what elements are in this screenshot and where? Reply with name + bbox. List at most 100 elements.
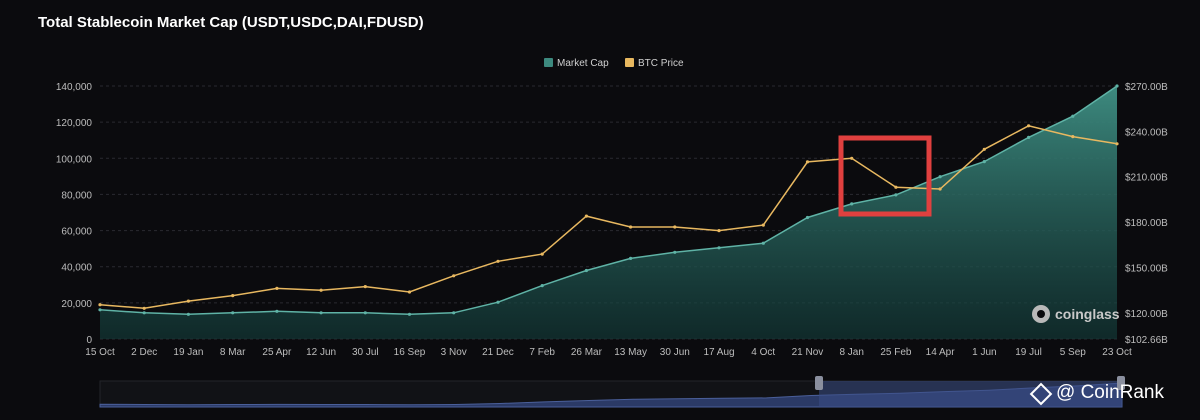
btc-price-point xyxy=(894,185,898,189)
y-right-tick-label: $102.66B xyxy=(1125,335,1168,346)
coinglass-watermark: coinglass xyxy=(1032,305,1120,323)
btc-price-point xyxy=(761,223,765,227)
navigator-handle[interactable] xyxy=(815,376,823,390)
market-cap-point xyxy=(717,246,721,250)
market-cap-point xyxy=(1071,114,1075,118)
y-left-tick-label: 20,000 xyxy=(61,299,92,310)
btc-price-point xyxy=(540,252,544,256)
btc-price-point xyxy=(319,288,323,292)
market-cap-point xyxy=(363,311,367,315)
market-cap-point xyxy=(319,311,323,315)
btc-price-point xyxy=(496,259,500,263)
x-tick-label: 17 Aug xyxy=(703,347,734,358)
x-tick-label: 25 Apr xyxy=(262,347,292,358)
market-cap-point xyxy=(186,312,190,316)
navigator-handle[interactable] xyxy=(1117,376,1125,390)
x-tick-label: 2 Dec xyxy=(131,347,157,358)
y-left-tick-label: 80,000 xyxy=(61,190,92,201)
market-cap-point xyxy=(938,175,942,179)
x-tick-label: 16 Sep xyxy=(394,347,426,358)
btc-price-point xyxy=(717,229,721,233)
x-tick-label: 3 Nov xyxy=(441,347,467,358)
y-axis-right: $102.66B $120.00B $150.00B $180.00B $210.00B… xyxy=(1125,82,1168,346)
legend-label: BTC Price xyxy=(638,58,684,69)
legend-label: Market Cap xyxy=(557,58,609,69)
y-right-tick-label: $210.00B xyxy=(1125,173,1168,184)
market-cap-point xyxy=(850,202,854,206)
highlight-box xyxy=(838,135,932,217)
range-navigator xyxy=(99,376,1125,408)
y-right-tick-label: $150.00B xyxy=(1125,263,1168,274)
btc-price-point xyxy=(231,294,235,298)
x-tick-label: 1 Jun xyxy=(972,347,996,358)
coinrank-brand: @ CoinRank xyxy=(1030,382,1164,404)
btc-price-point xyxy=(186,299,190,303)
coinglass-logo-icon xyxy=(1032,305,1050,323)
market-cap-point xyxy=(98,308,102,312)
y-right-tick-label: $240.00B xyxy=(1125,127,1168,138)
market-cap-point xyxy=(629,256,633,260)
x-tick-label: 4 Oct xyxy=(751,347,775,358)
btc-price-point xyxy=(805,160,810,164)
x-tick-label: 19 Jul xyxy=(1015,347,1042,358)
market-cap-point xyxy=(452,311,456,315)
x-tick-label: 21 Nov xyxy=(792,347,824,358)
x-tick-label: 23 Oct xyxy=(1102,347,1132,358)
highlight-rectangle xyxy=(838,135,932,217)
x-tick-label: 15 Oct xyxy=(85,347,115,358)
series-layer xyxy=(98,84,1119,339)
x-tick-label: 14 Apr xyxy=(926,347,956,358)
market-cap-point xyxy=(540,284,544,288)
btc-price-point xyxy=(1071,135,1075,139)
x-tick-label: 25 Feb xyxy=(880,347,912,358)
btc-price-line xyxy=(99,125,1118,310)
btc-price-point xyxy=(98,303,102,307)
market-cap-point xyxy=(805,215,810,220)
btc-price-point xyxy=(850,156,854,160)
btc-price-point xyxy=(584,214,589,218)
x-tick-label: 21 Dec xyxy=(482,347,514,358)
x-tick-label: 30 Jul xyxy=(352,347,379,358)
legend-swatch xyxy=(625,58,634,67)
market-cap-point xyxy=(496,300,500,304)
x-tick-label: 8 Mar xyxy=(220,347,246,358)
btc-price-point xyxy=(1115,142,1119,146)
x-tick-label: 12 Jun xyxy=(306,347,336,358)
y-left-tick-label: 0 xyxy=(86,335,92,346)
x-tick-label: 5 Sep xyxy=(1060,347,1087,358)
y-left-tick-label: 100,000 xyxy=(56,154,93,165)
btc-price-point xyxy=(938,187,942,191)
market-cap-point xyxy=(1115,84,1119,88)
y-left-tick-label: 120,000 xyxy=(56,118,93,129)
btc-price-point xyxy=(363,285,367,289)
market-cap-area xyxy=(100,86,1117,339)
y-left-tick-label: 60,000 xyxy=(61,227,92,238)
market-cap-point xyxy=(584,268,589,273)
market-cap-line xyxy=(99,85,1118,316)
y-axis-left: 0 20,000 40,000 60,000 80,000 100,000 120,000 1… xyxy=(56,82,93,346)
btc-price-point xyxy=(629,225,633,229)
coinrank-logo-icon xyxy=(1030,383,1050,403)
market-cap-point xyxy=(1027,135,1031,139)
market-cap-point xyxy=(231,311,235,315)
market-cap-point xyxy=(982,160,986,164)
btc-price-point xyxy=(142,306,146,310)
market-cap-point xyxy=(142,311,146,315)
legend-swatch xyxy=(544,58,553,67)
market-cap-point xyxy=(407,312,412,316)
y-left-tick-label: 40,000 xyxy=(61,263,92,274)
market-cap-point xyxy=(275,309,279,313)
btc-price-point xyxy=(275,286,279,290)
btc-price-point xyxy=(452,274,456,278)
legend: Market Cap BTC Price xyxy=(544,58,684,69)
chart-title: Total Stablecoin Market Cap (USDT,USDC,D… xyxy=(38,14,424,31)
x-tick-label: 19 Jan xyxy=(173,347,203,358)
x-tick-label: 8 Jan xyxy=(839,347,863,358)
y-right-tick-label: $180.00B xyxy=(1125,218,1168,229)
x-axis: 15 Oct 2 Dec 19 Jan 8 Mar 25 Apr 12 Jun 30 Jul… xyxy=(85,347,1132,358)
y-right-tick-label: $120.00B xyxy=(1125,309,1168,320)
x-tick-label: 30 Jun xyxy=(660,347,690,358)
market-cap-point xyxy=(673,250,677,254)
x-tick-label: 13 May xyxy=(614,347,647,358)
